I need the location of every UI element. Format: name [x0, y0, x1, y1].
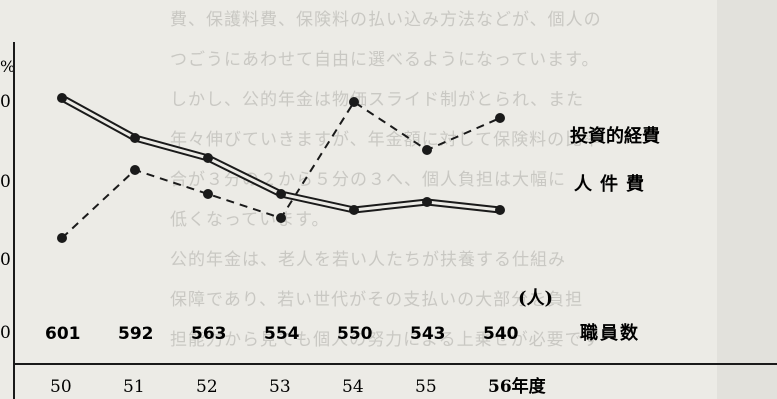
- x-tick-label: 56年度: [488, 376, 547, 397]
- series-layer: [57, 93, 505, 243]
- data-point-personnel: [203, 153, 213, 163]
- staff-count-value: 563: [191, 324, 227, 344]
- data-point-investment: [276, 213, 286, 223]
- staff-count-value: 554: [264, 324, 300, 344]
- data-point-investment: [495, 113, 505, 123]
- data-point-personnel: [57, 93, 67, 103]
- right-column-decoration: [717, 0, 777, 399]
- staff-count-unit: (人): [518, 288, 553, 309]
- staff-count-value: 592: [118, 324, 154, 344]
- background-text: 費、保護料費、保険料の払い込み方法などが、個人の つごうにあわせて自由に選べるよ…: [170, 0, 730, 360]
- staff-count-value: 550: [337, 324, 373, 344]
- staff-count-label: 職員数: [580, 322, 640, 344]
- staff-count-value: 540: [483, 324, 519, 344]
- data-point-investment: [57, 233, 67, 243]
- x-tick-label: 54: [342, 377, 364, 397]
- data-point-personnel: [130, 133, 140, 143]
- data-point-investment: [203, 189, 213, 199]
- staff-count-value: 543: [410, 324, 446, 344]
- y-tick-label: 0: [0, 250, 11, 270]
- background-text-line: 担能力から見ても個人の努力による上乗せが必要です: [170, 330, 601, 350]
- y-unit-label: %: [0, 57, 15, 76]
- y-tick-label: 0: [0, 92, 11, 112]
- data-point-personnel: [276, 189, 286, 199]
- data-point-investment: [422, 145, 432, 155]
- background-text-line: 保障であり、若い世代がその支払いの大部分を負担: [170, 290, 584, 310]
- x-tick-label: 53: [269, 377, 291, 397]
- x-tick-labels: 50 51 52 53 54 55 56年度: [50, 376, 547, 397]
- x-tick-label: 55: [415, 377, 437, 397]
- data-point-personnel: [349, 205, 359, 215]
- background-text-line: 低くなっています。: [170, 210, 330, 230]
- background-text-line: つごうにあわせて自由に選べるようになっています。: [170, 50, 600, 70]
- x-tick-label: 50: [50, 377, 72, 397]
- background-text-line: 公的年金は、老人を若い人たちが扶養する仕組み: [170, 250, 566, 270]
- data-point-personnel: [495, 205, 505, 215]
- data-point-personnel: [422, 197, 432, 207]
- legend-label-investment: 投資的経費: [570, 125, 660, 147]
- legend-label-personnel: 人件費: [574, 173, 652, 195]
- background-text-line: 費、保護料費、保険料の払い込み方法などが、個人の: [170, 10, 602, 30]
- data-point-investment: [349, 97, 359, 107]
- y-tick-label: 0: [0, 172, 11, 192]
- x-tick-label: 52: [196, 377, 218, 397]
- background-text-line: しかし、公的年金は物価スライド制がとられ、また: [170, 90, 585, 110]
- data-point-investment: [130, 165, 140, 175]
- y-tick-label: 0: [0, 323, 11, 343]
- staff-count-value: 601: [45, 324, 81, 344]
- x-tick-label: 51: [123, 377, 145, 397]
- staff-count-row: 601 592 563 554 550 543 540: [45, 324, 519, 344]
- background-text-line: 年々伸びていきますが、年金額に対して保険料の比率: [170, 130, 602, 150]
